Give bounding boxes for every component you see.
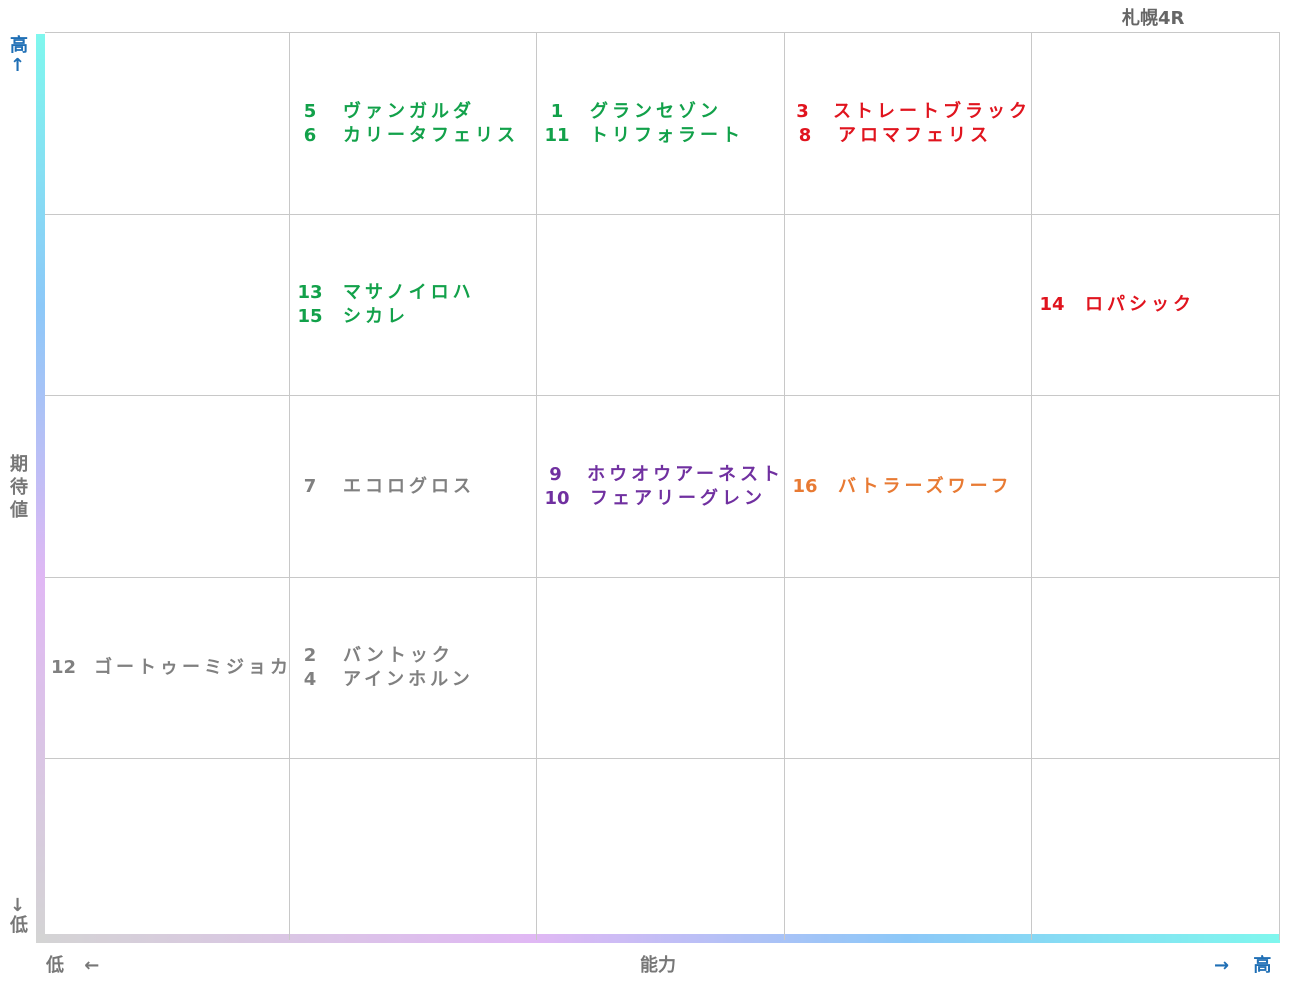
y-low: ↓低 (10, 895, 28, 936)
horse-number: 3 (796, 100, 809, 122)
grid-cell: 9 ホウオウアーネスト 10 フェアリーグレン (536, 395, 785, 577)
grid-cell: 5 ヴァンガルダ 6 カリータフェリス (289, 32, 537, 214)
horse-entry: 16 バトラーズワーフ (784, 475, 1031, 499)
horse-name: トリフォラート (590, 124, 744, 146)
horse-name: アインホルン (343, 669, 474, 690)
horse-entry: 10 フェアリーグレン (536, 487, 784, 511)
horse-number: 14 (1039, 294, 1065, 315)
horse-name: ロパシック (1085, 294, 1195, 315)
x-high: → 高 (1214, 955, 1272, 976)
grid-cell (784, 214, 1032, 395)
horse-entry: 12 ゴートゥーミジョカ (45, 656, 289, 680)
x-label: 能力 (640, 955, 676, 976)
horse-number: 8 (798, 124, 812, 146)
grid-cell: 16 バトラーズワーフ (784, 395, 1032, 577)
horse-entry: 15 シカレ (289, 305, 536, 329)
title: 札幌4R (1122, 8, 1185, 29)
horse-number: 6 (303, 124, 317, 146)
grid-cell: 7 エコログロス (289, 395, 537, 577)
horse-entry: 13 マサノイロハ (289, 281, 536, 305)
grid-cell (1031, 758, 1280, 940)
grid-cell (289, 758, 537, 940)
horse-entry: 11 トリフォラート (536, 124, 784, 148)
grid-cell (1031, 577, 1280, 758)
horse-entry: 6 カリータフェリス (289, 124, 536, 148)
horse-name: カリータフェリス (343, 124, 519, 146)
horse-entry: 8 アロマフェリス (784, 124, 1031, 148)
horse-entry: 14 ロパシック (1031, 293, 1279, 317)
grid-cell (784, 758, 1032, 940)
horse-name: ホウオウアーネスト (587, 463, 784, 485)
grid-cell (45, 758, 290, 940)
y-axis-bar (36, 34, 45, 942)
grid-cell: 1 グランセゾン 11 トリフォラート (536, 32, 785, 214)
horse-name: マサノイロハ (343, 282, 475, 303)
horse-number: 5 (303, 100, 317, 122)
horse-entry: 3 ストレートブラック (784, 100, 1031, 124)
grid-cell: 2 バントック 4 アインホルン (289, 577, 537, 758)
grid-cell: 13 マサノイロハ 15 シカレ (289, 214, 537, 395)
horse-number: 7 (303, 475, 317, 497)
horse-entry: 5 ヴァンガルダ (289, 100, 536, 124)
horse-number: 12 (51, 657, 77, 678)
x-axis-bar (36, 934, 1280, 943)
horse-name: ゴートゥーミジョカ (94, 657, 293, 678)
horse-number: 11 (544, 124, 570, 146)
horse-name: フェアリーグレン (590, 487, 766, 509)
horse-entry: 2 バントック (289, 644, 536, 668)
horse-number: 1 (550, 100, 564, 122)
grid-cell (536, 577, 785, 758)
horse-number: 10 (544, 487, 570, 509)
grid-cell (536, 758, 785, 940)
grid-cell: 14 ロパシック (1031, 214, 1280, 395)
grid-cell (536, 214, 785, 395)
horse-name: エコログロス (343, 475, 475, 497)
grid-cell (45, 214, 290, 395)
horse-name: ストレートブラック (833, 100, 1031, 122)
y-high: 高↑ (10, 35, 28, 76)
horse-number: 15 (297, 306, 323, 327)
horse-name: グランセゾン (590, 100, 722, 122)
horse-entry: 9 ホウオウアーネスト (536, 463, 784, 487)
x-low: 低 ← (46, 955, 100, 976)
grid-cell (1031, 32, 1280, 214)
horse-entry: 1 グランセゾン (536, 100, 784, 124)
horse-number: 13 (297, 282, 323, 303)
horse-name: バトラーズワーフ (838, 475, 1013, 497)
y-label: 期待値 (10, 454, 28, 521)
horse-name: バントック (343, 645, 454, 666)
horse-number: 9 (549, 463, 562, 485)
grid-cell (1031, 395, 1280, 577)
grid-cell (45, 32, 290, 214)
grid-cell (45, 395, 290, 577)
horse-name: シカレ (343, 306, 409, 327)
horse-number: 16 (792, 475, 818, 497)
grid-cell: 3 ストレートブラック 8 アロマフェリス (784, 32, 1032, 214)
horse-number: 2 (303, 645, 317, 666)
horse-number: 4 (303, 669, 317, 690)
grid-cell: 12 ゴートゥーミジョカ (45, 577, 290, 758)
horse-name: ヴァンガルダ (343, 100, 475, 122)
horse-name: アロマフェリス (838, 124, 992, 146)
grid-cell (784, 577, 1032, 758)
horse-entry: 4 アインホルン (289, 668, 536, 692)
horse-entry: 7 エコログロス (289, 475, 536, 499)
